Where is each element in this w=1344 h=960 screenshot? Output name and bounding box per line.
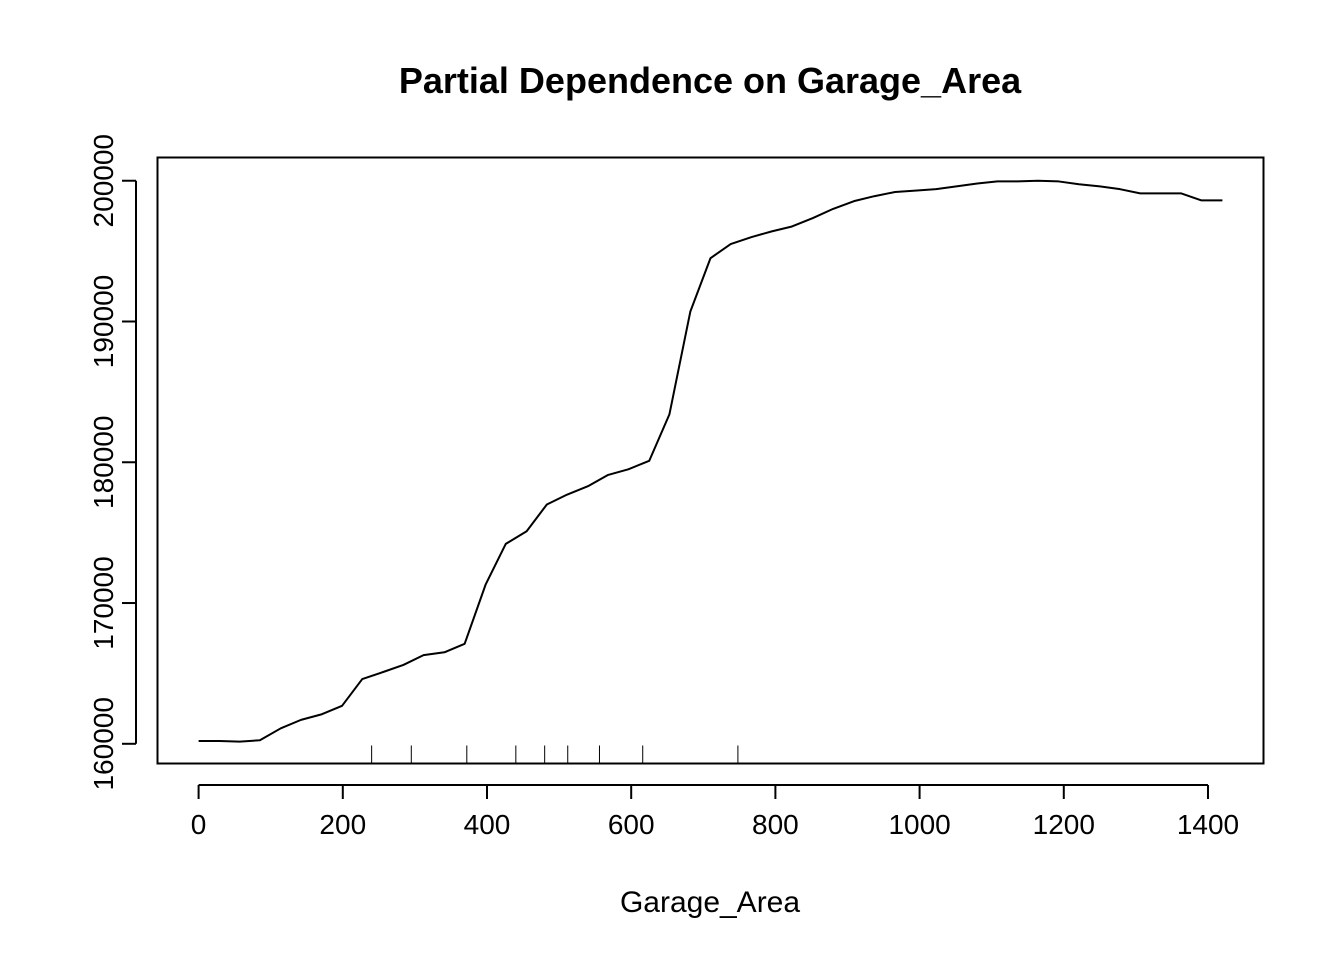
partial-dependence-line (198, 179, 1223, 743)
x-tick-label: 1400 (1177, 809, 1239, 840)
x-tick-label: 600 (608, 809, 655, 840)
chart-title: Partial Dependence on Garage_Area (399, 60, 1022, 101)
y-tick-label: 160000 (88, 697, 119, 790)
x-tick-label: 0 (191, 809, 207, 840)
y-tick-label: 200000 (88, 134, 119, 227)
y-tick-label: 170000 (88, 556, 119, 649)
plot-frame (156, 156, 1265, 765)
x-tick-label: 400 (464, 809, 511, 840)
x-axis: 0 200 400 600 800 1000 1200 1400 (191, 784, 1239, 840)
y-tick-label: 180000 (88, 416, 119, 509)
x-tick-label: 800 (752, 809, 799, 840)
x-tick-label: 1000 (888, 809, 950, 840)
rug-marks (371, 745, 739, 764)
x-tick-label: 1200 (1033, 809, 1095, 840)
x-axis-label: Garage_Area (620, 886, 800, 919)
x-tick-label: 200 (319, 809, 366, 840)
y-tick-label: 190000 (88, 275, 119, 368)
y-axis: 160000 170000 180000 190000 200000 (88, 134, 137, 791)
